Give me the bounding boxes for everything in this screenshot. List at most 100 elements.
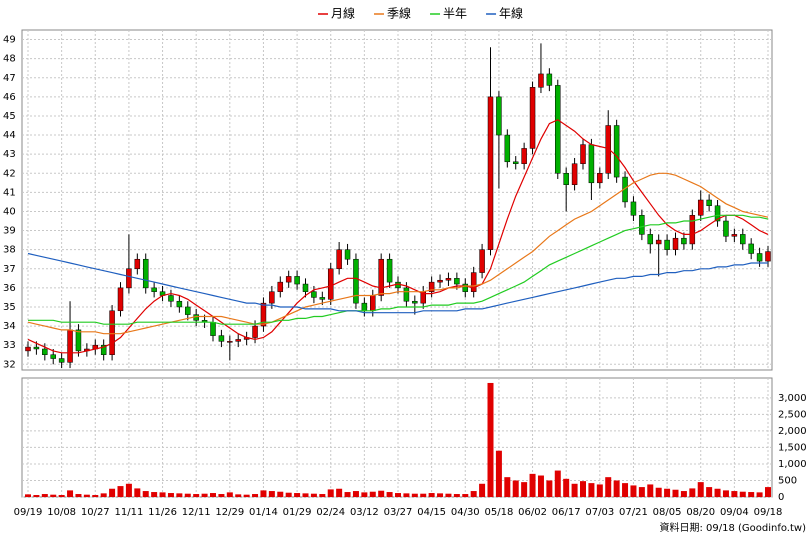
candle-body	[319, 297, 326, 300]
volume-bar	[588, 483, 595, 497]
x-tick-label: 08/05	[653, 507, 682, 518]
volume-bar	[386, 492, 393, 497]
volume-bar	[596, 484, 603, 497]
volume-bar	[748, 492, 755, 497]
x-tick-label: 12/29	[215, 507, 244, 518]
x-tick-label: 05/18	[484, 507, 513, 518]
candle-body	[403, 287, 410, 302]
volume-bar	[41, 494, 48, 497]
candle-body	[386, 258, 393, 283]
y-tick-label: 43	[3, 149, 16, 160]
volume-bar	[336, 488, 343, 497]
volume-bar	[344, 492, 351, 497]
volume-bar	[672, 489, 679, 497]
volume-bar	[302, 493, 309, 497]
y2-tick-label: 0	[778, 492, 784, 503]
volume-bar	[134, 488, 141, 497]
candle-body	[378, 258, 384, 296]
volume-bar	[25, 494, 31, 497]
volume-bar	[67, 490, 74, 497]
volume-bar	[243, 494, 250, 497]
candle-body	[269, 291, 275, 304]
volume-bar	[277, 491, 284, 497]
candle-body	[512, 161, 519, 164]
volume-bar	[184, 493, 191, 497]
candle-body	[496, 96, 502, 136]
y2-tick-label: 1,500	[778, 442, 807, 453]
candle-body	[370, 295, 376, 312]
x-tick-label: 09/18	[754, 507, 783, 518]
candle-body	[756, 253, 763, 262]
volume-bar	[252, 494, 259, 497]
y-tick-label: 32	[3, 359, 16, 370]
candle-body	[765, 251, 771, 262]
candle-body	[218, 335, 225, 342]
volume-bar	[630, 485, 637, 497]
volume-bar	[83, 494, 90, 497]
volume-bar	[411, 493, 418, 497]
volume-bar	[210, 493, 216, 497]
x-tick-label: 08/20	[686, 507, 715, 518]
y-tick-label: 36	[3, 283, 16, 294]
volume-bar	[109, 488, 116, 497]
candle-body	[210, 321, 216, 336]
y2-tick-label: 2,500	[778, 409, 807, 420]
y2-tick-label: 500	[778, 475, 797, 486]
volume-bar	[664, 488, 671, 497]
volume-bar	[479, 483, 486, 497]
volume-bar	[437, 493, 444, 497]
volume-bar	[722, 490, 729, 497]
y2-tick-label: 1,000	[778, 459, 807, 470]
candle-body	[462, 283, 469, 292]
candle-body	[252, 325, 258, 338]
volume-bar	[512, 480, 519, 497]
candle-body	[613, 125, 620, 178]
y-tick-label: 42	[3, 168, 16, 179]
candle-body	[706, 199, 712, 206]
volume-bar	[495, 450, 502, 497]
volume-bar	[613, 480, 620, 497]
legend-label: 半年	[443, 7, 467, 21]
candle-body	[580, 144, 586, 164]
x-tick-label: 10/08	[47, 507, 76, 518]
volume-bar	[462, 494, 469, 497]
legend-label: 季線	[387, 6, 411, 21]
volume-bar	[529, 473, 536, 497]
volume-bar	[235, 494, 242, 497]
volume-bar	[167, 493, 174, 497]
volume-bar	[706, 487, 713, 497]
candle-body	[327, 268, 334, 300]
candle-body	[445, 278, 452, 281]
volume-bar	[470, 491, 477, 497]
candle-body	[571, 163, 578, 185]
candle-body	[67, 329, 73, 363]
volume-bar	[655, 487, 662, 497]
candle-body	[285, 276, 292, 283]
volume-bar	[580, 481, 586, 497]
x-tick-label: 12/11	[182, 507, 211, 518]
x-tick-label: 06/17	[552, 507, 581, 518]
candle-body	[555, 85, 561, 174]
volume-bar	[554, 470, 561, 497]
volume-bar	[285, 492, 292, 497]
volume-bar	[125, 483, 132, 497]
volume-bar	[327, 489, 334, 497]
volume-bar	[765, 487, 771, 497]
candle-body	[697, 199, 704, 216]
volume-bar	[361, 492, 368, 497]
candle-body	[100, 344, 107, 355]
ma-line	[28, 214, 769, 325]
x-tick-label: 04/15	[417, 507, 446, 518]
volume-bar	[739, 491, 746, 497]
ma-line	[27, 252, 768, 314]
volume-bar	[58, 495, 65, 497]
candle-body	[681, 237, 687, 245]
volume-bar	[605, 477, 612, 497]
candle-body	[412, 300, 418, 304]
candle-body	[168, 295, 174, 302]
candle-body	[487, 96, 494, 250]
candle-body	[672, 237, 679, 250]
candle-body	[731, 234, 738, 237]
candle-body	[353, 258, 359, 304]
x-tick-label: 10/27	[81, 507, 110, 518]
